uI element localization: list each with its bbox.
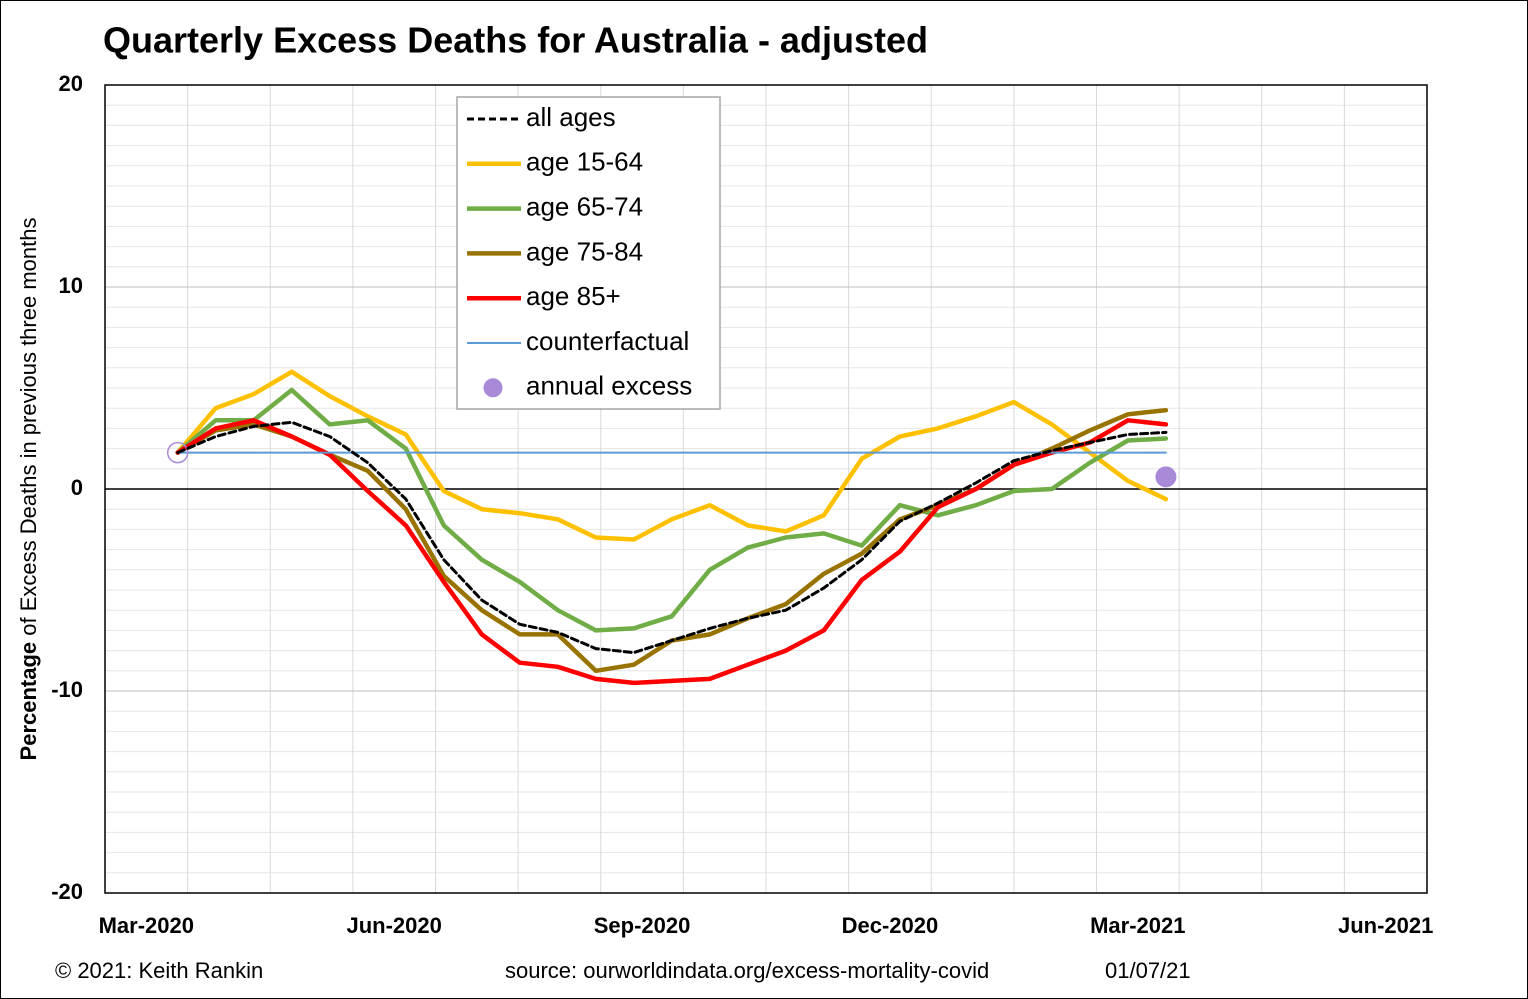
series-line [175,369,1169,542]
y-tick-label: -10 [51,677,83,702]
legend-label: annual excess [526,371,692,401]
legend-label: age 85+ [526,281,621,311]
plot-border [104,84,1428,894]
chart-title: Quarterly Excess Deaths for Australia - … [103,20,928,61]
x-tick-label: Jun-2021 [1338,913,1433,938]
legend-label: age 75-84 [526,236,643,266]
y-tick-label: 20 [59,71,83,96]
legend-label: age 15-64 [526,147,643,177]
y-axis-label: Percentage of Excess Deaths in previous … [16,218,41,761]
series-marker [1155,466,1177,488]
y-axis-label-rest: of Excess Deaths in previous three month… [16,218,41,642]
series-marker [166,441,189,464]
legend-label: age 65-74 [526,191,643,221]
y-axis-label-bold: Percentage [16,642,41,761]
x-tick-label: Dec-2020 [842,913,939,938]
footer-date: 01/07/21 [1105,958,1191,983]
legend-marker [483,378,503,398]
series-line [176,420,1168,655]
legend-label: counterfactual [526,326,689,356]
x-tick-label: Sep-2020 [594,913,691,938]
y-tick-label: -20 [51,879,83,904]
x-tick-label: Mar-2020 [99,913,194,938]
legend: all ages age 15-64 age 65-74 age 75-84 age 8… [456,96,721,410]
x-tick-label: Mar-2021 [1090,913,1185,938]
legend-label: all ages [526,102,616,132]
footer-source: source: ourworldindata.org/excess-mortal… [505,958,989,983]
series-line [175,387,1169,633]
y-tick-label: 10 [59,273,83,298]
x-tick-label: Jun-2020 [346,913,441,938]
footer-credit: © 2021: Keith Rankin [55,958,263,983]
y-tick-label: 0 [71,475,83,500]
series-line [175,418,1169,686]
